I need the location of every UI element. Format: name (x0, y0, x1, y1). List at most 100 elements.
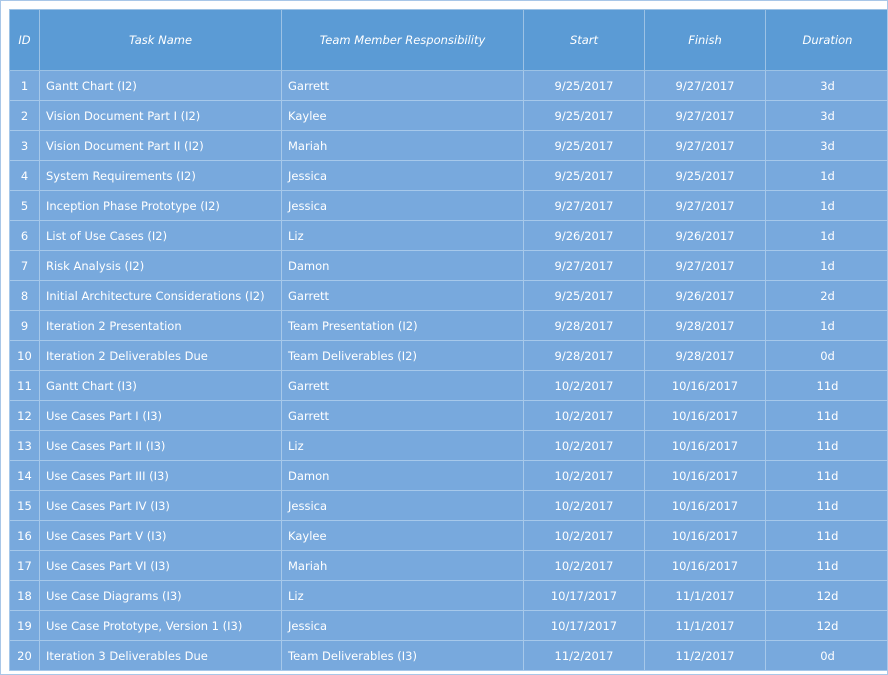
cell-finish[interactable]: 9/26/2017 (644, 280, 766, 311)
cell-task-name[interactable]: Iteration 2 Deliverables Due (39, 340, 282, 371)
table-row[interactable]: 9 Iteration 2 Presentation Team Presentati… (9, 310, 887, 341)
cell-duration[interactable]: 11d (765, 520, 887, 551)
cell-duration[interactable]: 11d (765, 400, 887, 431)
cell-finish[interactable]: 9/27/2017 (644, 130, 766, 161)
cell-task-name[interactable]: Iteration 2 Presentation (39, 310, 282, 341)
cell-team-member[interactable]: Liz (281, 220, 524, 251)
cell-finish[interactable]: 9/28/2017 (644, 310, 766, 341)
cell-finish[interactable]: 9/25/2017 (644, 160, 766, 191)
cell-team-member[interactable]: Jessica (281, 160, 524, 191)
cell-finish[interactable]: 9/27/2017 (644, 250, 766, 281)
cell-task-name[interactable]: Use Cases Part VI (I3) (39, 550, 282, 581)
cell-start[interactable]: 9/27/2017 (523, 190, 645, 221)
cell-team-member[interactable]: Mariah (281, 550, 524, 581)
cell-team-member[interactable]: Team Deliverables (I2) (281, 340, 524, 371)
cell-team-member[interactable]: Damon (281, 460, 524, 491)
header-task-name[interactable]: Task Name (39, 9, 282, 71)
cell-team-member[interactable]: Kaylee (281, 520, 524, 551)
cell-task-name[interactable]: Vision Document Part I (I2) (39, 100, 282, 131)
cell-duration[interactable]: 1d (765, 310, 887, 341)
table-row[interactable]: 13 Use Cases Part II (I3) Liz 10/2/2017 10/1… (9, 430, 887, 461)
cell-start[interactable]: 10/2/2017 (523, 460, 645, 491)
cell-task-name[interactable]: Use Cases Part III (I3) (39, 460, 282, 491)
cell-id[interactable]: 2 (9, 100, 40, 131)
cell-finish[interactable]: 9/27/2017 (644, 70, 766, 101)
cell-team-member[interactable]: Garrett (281, 370, 524, 401)
cell-duration[interactable]: 11d (765, 430, 887, 461)
cell-task-name[interactable]: Initial Architecture Considerations (I2) (39, 280, 282, 311)
cell-team-member[interactable]: Team Deliverables (I3) (281, 640, 524, 671)
cell-duration[interactable]: 1d (765, 250, 887, 281)
table-row[interactable]: 5 Inception Phase Prototype (I2) Jessica 9/… (9, 190, 887, 221)
cell-start[interactable]: 9/25/2017 (523, 160, 645, 191)
cell-start[interactable]: 10/2/2017 (523, 430, 645, 461)
cell-task-name[interactable]: Gantt Chart (I3) (39, 370, 282, 401)
cell-id[interactable]: 6 (9, 220, 40, 251)
cell-finish[interactable]: 11/1/2017 (644, 580, 766, 611)
cell-id[interactable]: 7 (9, 250, 40, 281)
header-team-member[interactable]: Team Member Responsibility (281, 9, 524, 71)
cell-task-name[interactable]: Use Cases Part V (I3) (39, 520, 282, 551)
cell-task-name[interactable]: Use Case Diagrams (I3) (39, 580, 282, 611)
cell-finish[interactable]: 10/16/2017 (644, 460, 766, 491)
cell-finish[interactable]: 10/16/2017 (644, 430, 766, 461)
cell-duration[interactable]: 12d (765, 610, 887, 641)
cell-start[interactable]: 9/25/2017 (523, 280, 645, 311)
cell-id[interactable]: 16 (9, 520, 40, 551)
cell-team-member[interactable]: Kaylee (281, 100, 524, 131)
cell-finish[interactable]: 10/16/2017 (644, 490, 766, 521)
table-row[interactable]: 3 Vision Document Part II (I2) Mariah 9/25/… (9, 130, 887, 161)
cell-task-name[interactable]: Use Cases Part I (I3) (39, 400, 282, 431)
header-duration[interactable]: Duration (765, 9, 887, 71)
cell-start[interactable]: 9/27/2017 (523, 250, 645, 281)
table-row[interactable]: 7 Risk Analysis (I2) Damon 9/27/2017 9/27/20… (9, 250, 887, 281)
cell-duration[interactable]: 3d (765, 130, 887, 161)
table-row[interactable]: 14 Use Cases Part III (I3) Damon 10/2/2017 1… (9, 460, 887, 491)
header-finish[interactable]: Finish (644, 9, 766, 71)
table-row[interactable]: 8 Initial Architecture Considerations (I2… (9, 280, 887, 311)
cell-team-member[interactable]: Jessica (281, 190, 524, 221)
cell-team-member[interactable]: Liz (281, 580, 524, 611)
cell-team-member[interactable]: Garrett (281, 400, 524, 431)
cell-finish[interactable]: 10/16/2017 (644, 370, 766, 401)
cell-id[interactable]: 19 (9, 610, 40, 641)
cell-start[interactable]: 10/2/2017 (523, 370, 645, 401)
cell-finish[interactable]: 10/16/2017 (644, 400, 766, 431)
cell-task-name[interactable]: Vision Document Part II (I2) (39, 130, 282, 161)
cell-id[interactable]: 17 (9, 550, 40, 581)
cell-duration[interactable]: 1d (765, 220, 887, 251)
cell-start[interactable]: 10/17/2017 (523, 580, 645, 611)
cell-id[interactable]: 3 (9, 130, 40, 161)
cell-team-member[interactable]: Garrett (281, 280, 524, 311)
table-row[interactable]: 4 System Requirements (I2) Jessica 9/25/201… (9, 160, 887, 191)
cell-duration[interactable]: 11d (765, 550, 887, 581)
cell-start[interactable]: 11/2/2017 (523, 640, 645, 671)
cell-start[interactable]: 9/25/2017 (523, 130, 645, 161)
cell-duration[interactable]: 2d (765, 280, 887, 311)
table-row[interactable]: 18 Use Case Diagrams (I3) Liz 10/17/2017 11/… (9, 580, 887, 611)
table-row[interactable]: 16 Use Cases Part V (I3) Kaylee 10/2/2017 10… (9, 520, 887, 551)
cell-duration[interactable]: 1d (765, 160, 887, 191)
table-row[interactable]: 12 Use Cases Part I (I3) Garrett 10/2/2017 1… (9, 400, 887, 431)
cell-id[interactable]: 11 (9, 370, 40, 401)
cell-task-name[interactable]: List of Use Cases (I2) (39, 220, 282, 251)
table-row[interactable]: 11 Gantt Chart (I3) Garrett 10/2/2017 10/16/… (9, 370, 887, 401)
cell-task-name[interactable]: Iteration 3 Deliverables Due (39, 640, 282, 671)
cell-team-member[interactable]: Garrett (281, 70, 524, 101)
cell-start[interactable]: 9/28/2017 (523, 310, 645, 341)
cell-id[interactable]: 12 (9, 400, 40, 431)
table-row[interactable]: 15 Use Cases Part IV (I3) Jessica 10/2/2017… (9, 490, 887, 521)
cell-finish[interactable]: 11/1/2017 (644, 610, 766, 641)
table-row[interactable]: 20 Iteration 3 Deliverables Due Team Deliv… (9, 640, 887, 671)
cell-start[interactable]: 10/2/2017 (523, 520, 645, 551)
cell-task-name[interactable]: Inception Phase Prototype (I2) (39, 190, 282, 221)
cell-finish[interactable]: 11/2/2017 (644, 640, 766, 671)
cell-task-name[interactable]: Use Cases Part II (I3) (39, 430, 282, 461)
cell-id[interactable]: 13 (9, 430, 40, 461)
table-row[interactable]: 2 Vision Document Part I (I2) Kaylee 9/25/2… (9, 100, 887, 131)
cell-finish[interactable]: 10/16/2017 (644, 550, 766, 581)
cell-duration[interactable]: 11d (765, 370, 887, 401)
cell-id[interactable]: 15 (9, 490, 40, 521)
cell-duration[interactable]: 0d (765, 340, 887, 371)
cell-finish[interactable]: 10/16/2017 (644, 520, 766, 551)
